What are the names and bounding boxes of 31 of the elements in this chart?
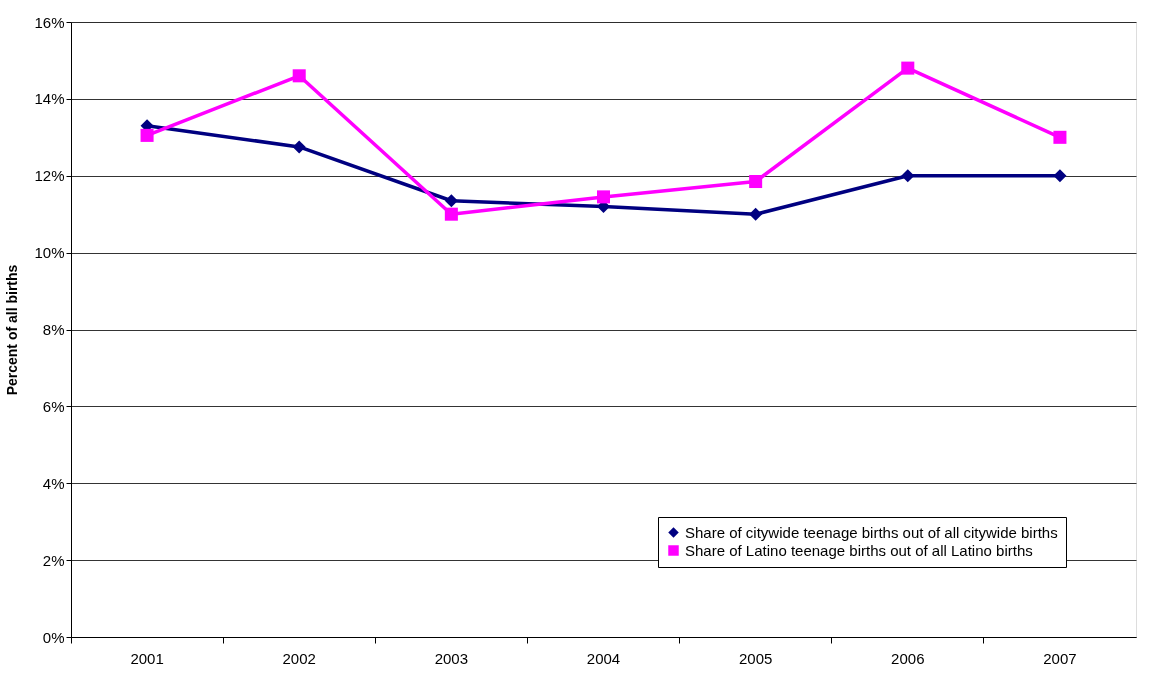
x-tick-label: 2005: [738, 649, 773, 667]
y-tick-label: 8%: [42, 321, 65, 338]
y-tick-label: 2%: [42, 551, 65, 569]
y-tick-label: 6%: [42, 397, 65, 415]
y-tick-label: 16%: [34, 13, 65, 31]
x-tick-label: 2002: [282, 649, 316, 667]
x-tick-label: 2001: [130, 649, 164, 667]
y-tick-label: 12%: [34, 167, 65, 185]
y-axis-title: Percent of all births: [4, 264, 21, 396]
point: [749, 207, 763, 221]
point: [444, 207, 458, 221]
y-tick-label: 4%: [42, 474, 65, 492]
x-tick-label: 2003: [434, 649, 469, 667]
y-tick-label: 10%: [34, 244, 65, 262]
point: [901, 61, 915, 75]
point: [1053, 169, 1067, 183]
point: [140, 128, 154, 142]
x-tick-label: 2007: [1043, 649, 1077, 667]
point: [749, 175, 763, 189]
y-tick-label: 0%: [42, 628, 65, 646]
legend-label: Share of citywide teenage births out of all citywide births: [685, 523, 1058, 541]
y-tick-label: 14%: [34, 90, 65, 108]
legend-label: Share of Latino teenage births out of all Latino births: [685, 541, 1033, 559]
point: [596, 190, 611, 204]
point: [1053, 130, 1067, 144]
x-tick-label: 2004: [586, 649, 621, 667]
point: [444, 194, 458, 208]
point: [292, 69, 306, 83]
x-tick-label: 2006: [891, 649, 925, 667]
point: [901, 169, 915, 183]
point: [292, 140, 306, 154]
